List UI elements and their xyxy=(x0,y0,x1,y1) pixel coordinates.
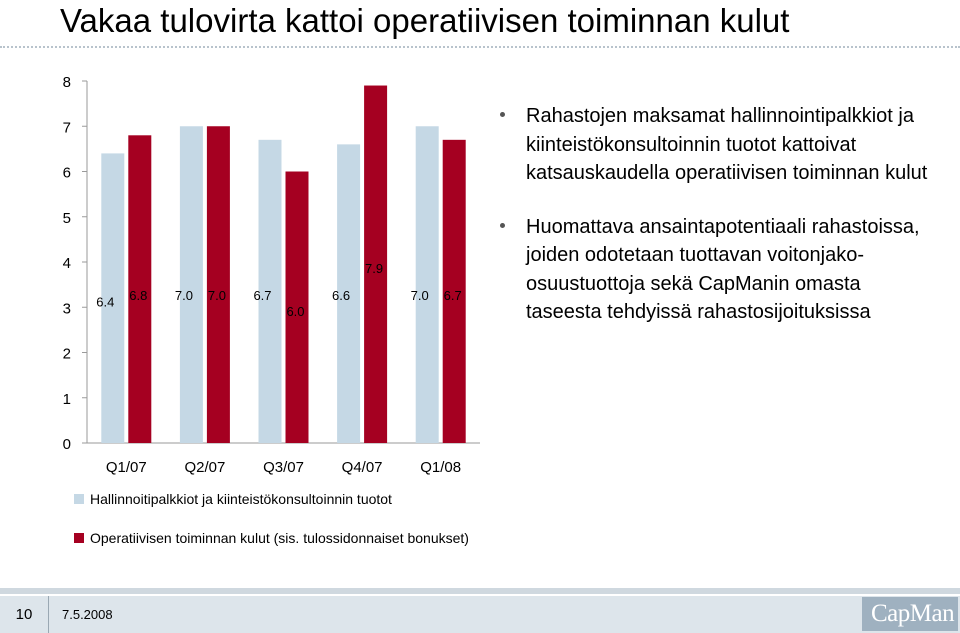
data-label: 6.8 xyxy=(129,288,147,303)
page-number: 10 xyxy=(0,596,49,633)
x-tick-label: Q1/08 xyxy=(420,459,461,476)
footer-date: 7.5.2008 xyxy=(62,607,113,622)
bar xyxy=(179,126,203,443)
data-label: 7.0 xyxy=(175,288,193,303)
capman-logo xyxy=(862,597,958,631)
bar xyxy=(128,135,152,444)
bullet-dot-icon xyxy=(500,112,505,117)
data-label: 6.0 xyxy=(286,304,304,319)
slide-title: Vakaa tulovirta kattoi operatiivisen toi… xyxy=(60,2,790,39)
data-label: 7.9 xyxy=(365,261,383,276)
y-tick-label: 0 xyxy=(63,436,71,453)
capman-logo-text: CapMan xyxy=(871,600,955,627)
y-tick-label: 8 xyxy=(63,74,71,91)
x-tick-label: Q1/07 xyxy=(106,459,147,476)
bullet-text: Huomattava ansaintapotentiaali rahastois… xyxy=(526,215,920,324)
legend-label-fees: Hallinnoitipalkkiot ja kiinteistökonsult… xyxy=(90,491,392,507)
bar-chart: 0 1 2 3 4 5 6 7 8 6.4 6.8 Q1/07 7.0 7.0 Q2/07 6.7 6.0 Q3/… xyxy=(63,74,480,476)
bar xyxy=(285,171,309,443)
legend-swatch-fees xyxy=(74,494,84,504)
x-tick-label: Q2/07 xyxy=(184,459,225,476)
bullet-item: Rahastojen maksamat hallinnointipalkkiot… xyxy=(500,102,940,188)
legend-swatch-expenses xyxy=(74,533,84,543)
y-tick-label: 2 xyxy=(63,346,71,363)
bar xyxy=(442,139,466,443)
data-label: 6.4 xyxy=(96,295,114,310)
y-tick-label: 4 xyxy=(63,255,71,272)
bullet-item: Huomattava ansaintapotentiaali rahastois… xyxy=(500,213,940,327)
bullet-dot-icon xyxy=(500,222,505,228)
bar xyxy=(206,126,230,443)
y-tick-label: 1 xyxy=(63,391,71,408)
bar xyxy=(258,139,282,443)
bullet-list: Rahastojen maksamat hallinnointipalkkiot… xyxy=(500,102,940,352)
data-label: 7.0 xyxy=(208,288,226,303)
data-label: 6.7 xyxy=(444,288,462,303)
footer-bar xyxy=(0,596,960,633)
legend-label-expenses: Operatiivisen toiminnan kulut (sis. tulo… xyxy=(90,530,469,546)
bar xyxy=(337,144,361,443)
bar xyxy=(101,153,125,443)
y-tick-label: 6 xyxy=(63,165,71,182)
data-label: 6.7 xyxy=(253,288,271,303)
x-tick-label: Q4/07 xyxy=(342,459,383,476)
bar xyxy=(364,85,388,444)
y-tick-label: 5 xyxy=(63,210,71,227)
y-tick-label: 3 xyxy=(63,300,71,317)
footer-stripe xyxy=(0,588,960,594)
data-label: 7.0 xyxy=(411,288,429,303)
bullet-text: Rahastojen maksamat hallinnointipalkkiot… xyxy=(526,105,928,184)
title-divider xyxy=(0,46,960,48)
data-label: 6.6 xyxy=(332,288,350,303)
y-tick-label: 7 xyxy=(63,119,71,136)
bar xyxy=(415,126,439,443)
x-tick-label: Q3/07 xyxy=(263,459,304,476)
